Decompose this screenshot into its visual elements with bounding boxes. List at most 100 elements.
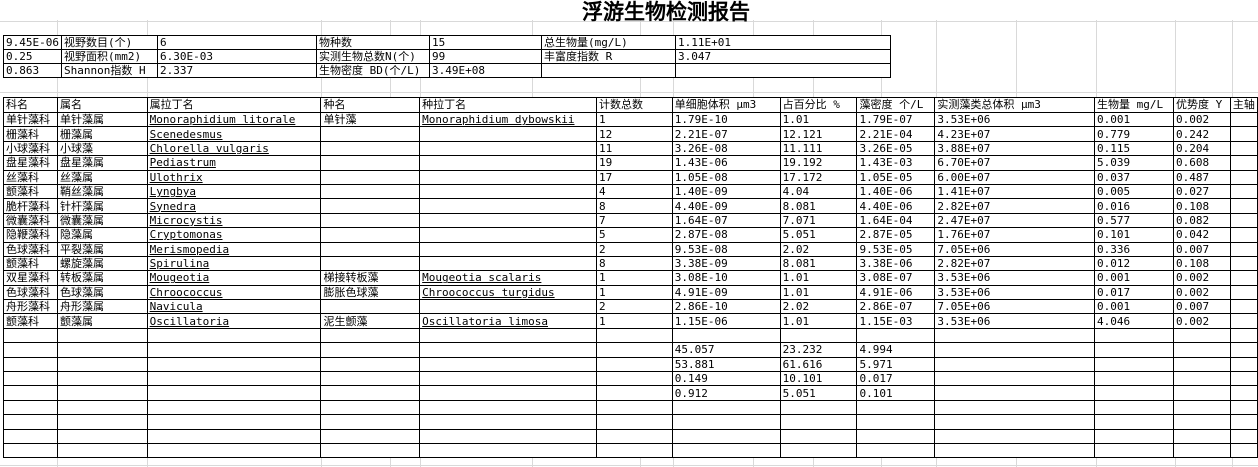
cell[interactable]: 2.86E-10 — [671, 299, 781, 315]
cell[interactable]: 色球藻属 — [56, 284, 148, 301]
cell[interactable]: 1.01 — [779, 270, 858, 286]
cell[interactable] — [56, 342, 148, 358]
cell[interactable] — [419, 442, 597, 459]
summary-value-cell[interactable]: 3.047 — [674, 49, 891, 64]
cell[interactable] — [320, 255, 421, 272]
summary-label-cell[interactable]: 总生物量(mg/L) — [540, 35, 676, 50]
cell[interactable]: 0.487 — [1172, 169, 1231, 185]
cell[interactable] — [1229, 227, 1258, 243]
cell[interactable] — [1172, 385, 1231, 401]
cell[interactable] — [671, 327, 781, 344]
column-header[interactable]: 实测藻类总体积 μm3 — [934, 97, 1096, 113]
cell[interactable]: 19 — [596, 155, 673, 171]
cell[interactable]: 7 — [596, 212, 673, 229]
cell[interactable] — [856, 428, 936, 444]
cell[interactable] — [1094, 371, 1174, 387]
cell[interactable]: 小球藻 — [56, 140, 148, 157]
cell[interactable]: Navicula — [146, 299, 322, 315]
cell[interactable]: 0.101 — [856, 385, 936, 401]
cell[interactable]: 0.002 — [1172, 313, 1231, 329]
cell[interactable]: 2.82E+07 — [934, 198, 1096, 214]
cell[interactable]: 1.05E-05 — [856, 169, 936, 185]
cell[interactable]: 0.042 — [1172, 227, 1231, 243]
summary-value-cell[interactable]: 0.863 — [3, 63, 62, 78]
cell[interactable] — [1229, 183, 1258, 200]
cell[interactable] — [1229, 284, 1258, 301]
cell[interactable]: 1 — [596, 284, 673, 301]
summary-label-cell[interactable]: 视野数目(个) — [60, 35, 158, 50]
cell[interactable]: 泥生颤藻 — [320, 313, 421, 329]
cell[interactable]: Oscillatoria limosa — [419, 313, 597, 329]
cell[interactable]: 11 — [596, 140, 673, 157]
cell[interactable] — [856, 442, 936, 459]
cell[interactable] — [146, 428, 322, 444]
cell[interactable]: 色球藻科 — [3, 284, 58, 301]
cell[interactable] — [1094, 342, 1174, 358]
cell[interactable] — [1229, 371, 1258, 387]
cell[interactable]: 8.081 — [779, 255, 858, 272]
cell[interactable]: 3.08E-07 — [856, 270, 936, 286]
cell[interactable]: 3.26E-08 — [671, 140, 781, 157]
cell[interactable] — [1172, 327, 1231, 344]
cell[interactable]: Spirulina — [146, 255, 322, 272]
cell[interactable] — [1094, 399, 1174, 416]
cell[interactable] — [596, 371, 673, 387]
cell[interactable]: 颤藻科 — [3, 183, 58, 200]
cell[interactable]: 1.01 — [779, 284, 858, 301]
cell[interactable] — [3, 428, 58, 444]
cell[interactable] — [596, 428, 673, 444]
cell[interactable]: 7.05E+06 — [934, 241, 1096, 257]
cell[interactable]: 5.971 — [856, 356, 936, 373]
cell[interactable] — [146, 399, 322, 416]
cell[interactable]: 0.012 — [1094, 255, 1174, 272]
cell[interactable] — [320, 198, 421, 214]
cell[interactable]: 7.071 — [779, 212, 858, 229]
cell[interactable]: 1.40E-09 — [671, 183, 781, 200]
cell[interactable] — [1094, 414, 1174, 430]
cell[interactable]: 2.02 — [779, 299, 858, 315]
summary-value-cell[interactable]: 3.49E+08 — [428, 63, 542, 78]
cell[interactable] — [934, 428, 1096, 444]
cell[interactable]: 0.002 — [1172, 284, 1231, 301]
cell[interactable] — [3, 356, 58, 373]
cell[interactable]: 隐藻属 — [56, 227, 148, 243]
cell[interactable]: 单针藻 — [320, 111, 421, 128]
cell[interactable]: 0.204 — [1172, 140, 1231, 157]
cell[interactable]: 0.101 — [1094, 227, 1174, 243]
cell[interactable] — [596, 342, 673, 358]
cell[interactable] — [671, 442, 781, 459]
cell[interactable]: 0.017 — [1094, 284, 1174, 301]
cell[interactable] — [56, 428, 148, 444]
cell[interactable]: 0.577 — [1094, 212, 1174, 229]
cell[interactable] — [1172, 342, 1231, 358]
cell[interactable] — [320, 126, 421, 142]
cell[interactable]: 平裂藻属 — [56, 241, 148, 257]
column-header[interactable]: 占百分比 % — [779, 97, 858, 113]
cell[interactable]: 1.40E-06 — [856, 183, 936, 200]
cell[interactable]: 11.111 — [779, 140, 858, 157]
cell[interactable] — [596, 327, 673, 344]
cell[interactable]: 2 — [596, 299, 673, 315]
column-header[interactable]: 科名 — [3, 97, 58, 113]
cell[interactable]: 梯接转板藻 — [320, 270, 421, 286]
cell[interactable] — [3, 342, 58, 358]
cell[interactable] — [56, 414, 148, 430]
cell[interactable]: 2.21E-07 — [671, 126, 781, 142]
cell[interactable]: 膨胀色球藻 — [320, 284, 421, 301]
cell[interactable]: 1.15E-06 — [671, 313, 781, 329]
cell[interactable] — [3, 385, 58, 401]
cell[interactable] — [419, 126, 597, 142]
cell[interactable]: 61.616 — [779, 356, 858, 373]
cell[interactable] — [779, 442, 858, 459]
cell[interactable]: 0.082 — [1172, 212, 1231, 229]
cell[interactable] — [934, 371, 1096, 387]
cell[interactable]: 3.38E-09 — [671, 255, 781, 272]
cell[interactable] — [146, 442, 322, 459]
cell[interactable]: 0.912 — [671, 385, 781, 401]
cell[interactable]: 17.172 — [779, 169, 858, 185]
cell[interactable]: 2.86E-07 — [856, 299, 936, 315]
cell[interactable] — [3, 399, 58, 416]
cell[interactable]: 双星藻科 — [3, 270, 58, 286]
cell[interactable] — [146, 385, 322, 401]
cell[interactable] — [1229, 155, 1258, 171]
